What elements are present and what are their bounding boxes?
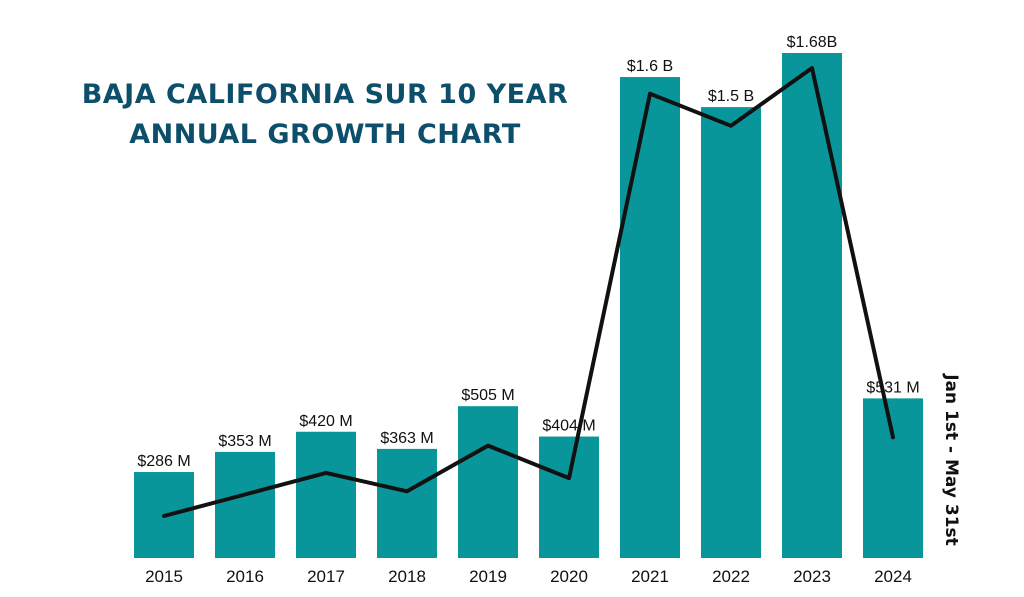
value-labels-layer: $286 M $353 M $420 M $363 M $505 M $404 M $1.6… [137, 34, 919, 470]
x-tick-2017: 2017 [307, 567, 345, 586]
value-label-2019: $505 M [461, 387, 514, 404]
chart-title: BAJA CALIFORNIA SUR 10 YEAR ANNUAL GROWT… [82, 79, 569, 150]
value-label-2024: $531 M [866, 379, 919, 396]
bar-2016 [215, 451, 275, 558]
value-label-2022: $1.5 B [708, 88, 754, 105]
x-tick-2016: 2016 [226, 567, 264, 586]
value-label-2021: $1.6 B [627, 58, 673, 75]
chart-title-line-1: BAJA CALIFORNIA SUR 10 YEAR [82, 79, 569, 110]
x-axis-ticks: 2015 2016 2017 2018 2019 2020 2021 2022 2023 2024 [145, 567, 912, 586]
bar-2020 [539, 436, 599, 558]
x-tick-2024: 2024 [874, 567, 912, 586]
bar-2024 [863, 398, 923, 558]
value-label-2020: $404 M [542, 418, 595, 435]
trend-line [162, 66, 895, 518]
x-tick-2020: 2020 [550, 567, 588, 586]
chart-title-line-2: ANNUAL GROWTH CHART [129, 119, 521, 150]
value-label-2023: $1.68B [787, 34, 838, 51]
bar-2021 [620, 77, 680, 559]
x-tick-2022: 2022 [712, 567, 750, 586]
value-label-2015: $286 M [137, 453, 190, 470]
x-tick-2015: 2015 [145, 567, 183, 586]
bar-2018 [377, 448, 437, 558]
bars-layer [134, 53, 923, 559]
trend-line-layer [162, 66, 895, 518]
value-label-2017: $420 M [299, 413, 352, 430]
x-tick-2019: 2019 [469, 567, 507, 586]
bar-2019 [458, 406, 518, 558]
period-annotation: Jan 1st - May 31st [941, 373, 961, 546]
bar-2017 [296, 431, 356, 558]
x-tick-2018: 2018 [388, 567, 426, 586]
value-label-2016: $353 M [218, 433, 271, 450]
bar-2022 [701, 107, 761, 558]
bar-2023 [782, 53, 842, 558]
x-tick-2023: 2023 [793, 567, 831, 586]
value-label-2018: $363 M [380, 430, 433, 447]
x-tick-2021: 2021 [631, 567, 669, 586]
